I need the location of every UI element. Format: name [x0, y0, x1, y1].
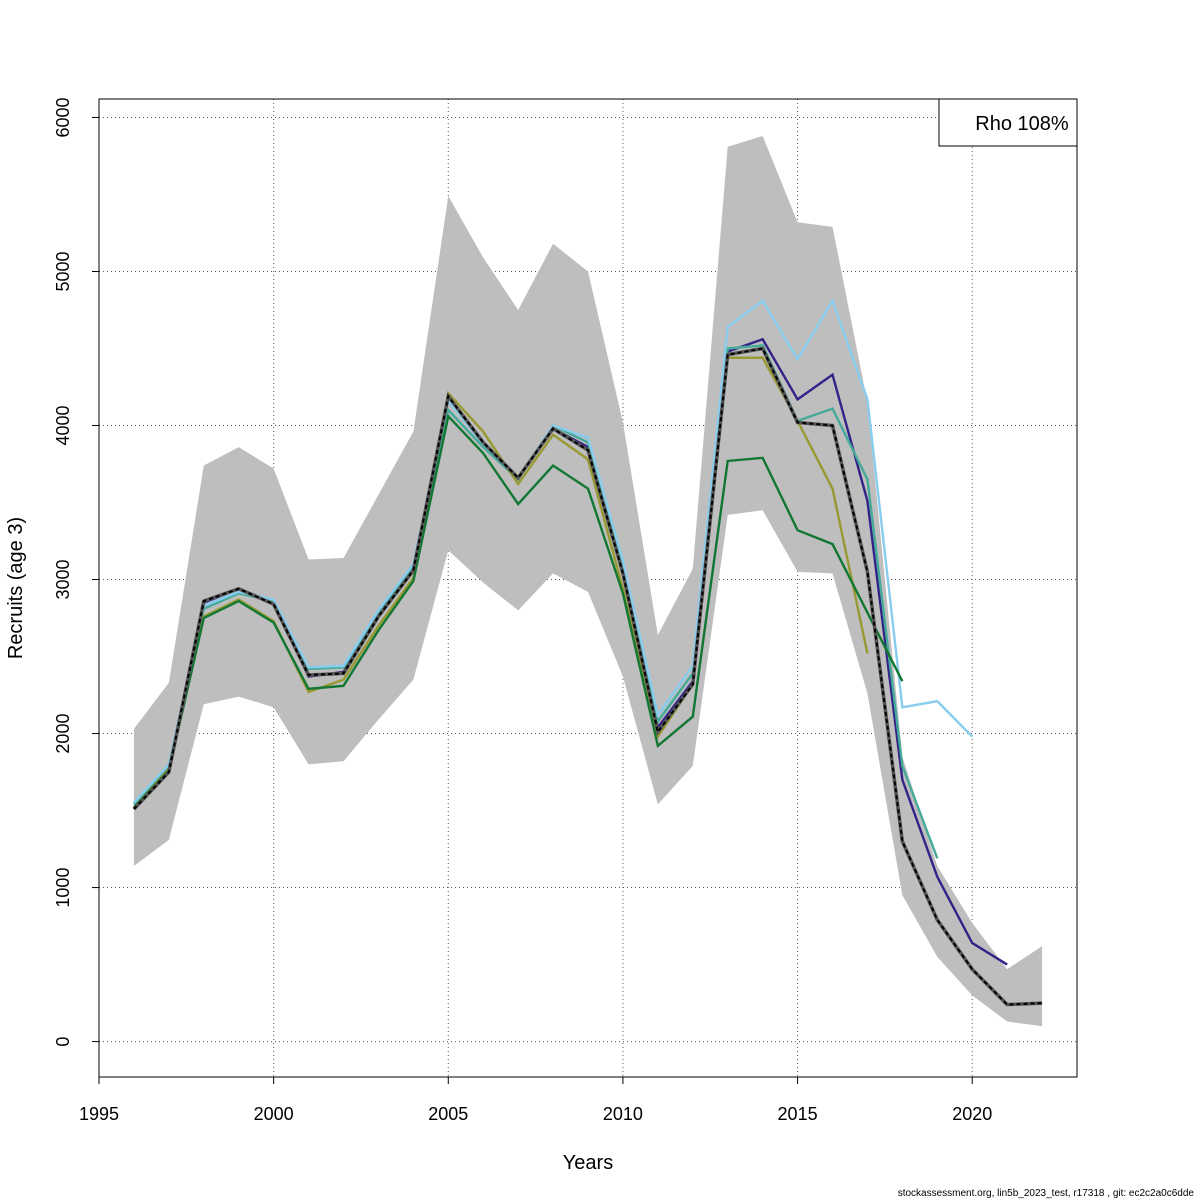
series-line-base: [133, 347, 1043, 1006]
x-tick-label: 2020: [952, 1104, 992, 1124]
series-line-88CCEE: [133, 297, 974, 804]
x-tick-label: 2015: [778, 1104, 818, 1124]
legend-text: Rho 108%: [975, 113, 1069, 135]
series-lines: [132, 297, 1043, 1007]
y-tick-label: 1000: [53, 868, 73, 908]
confidence-band: [133, 135, 1043, 1027]
x-tick-label: 2005: [428, 1104, 468, 1124]
x-tick-label: 2000: [254, 1104, 294, 1124]
confidence-band-area: [133, 135, 1043, 1027]
y-tick-label: 5000: [53, 251, 73, 291]
x-tick-label: 2010: [603, 1104, 643, 1124]
y-axis-title: Recruits (age 3): [5, 517, 27, 659]
y-tick-label: 2000: [53, 714, 73, 754]
y-tick-label: 4000: [53, 405, 73, 445]
axes: 1995 2000 2005 2010 2015 2020 0 1000 2000 3000 400…: [53, 97, 992, 1124]
y-tick-label: 0: [53, 1037, 73, 1047]
legend: Rho 108%: [938, 98, 1078, 147]
y-tick-label: 3000: [53, 560, 73, 600]
series-line-117733: [133, 413, 904, 809]
x-axis-title: Years: [563, 1152, 613, 1174]
legend-box: [938, 98, 1078, 147]
plot-frame: [98, 98, 1078, 1078]
x-tick-label: 1995: [79, 1104, 119, 1124]
y-tick-label: 6000: [53, 97, 73, 137]
footer-text: stockassessment.org, lin5b_2023_test, r1…: [898, 1188, 1195, 1199]
